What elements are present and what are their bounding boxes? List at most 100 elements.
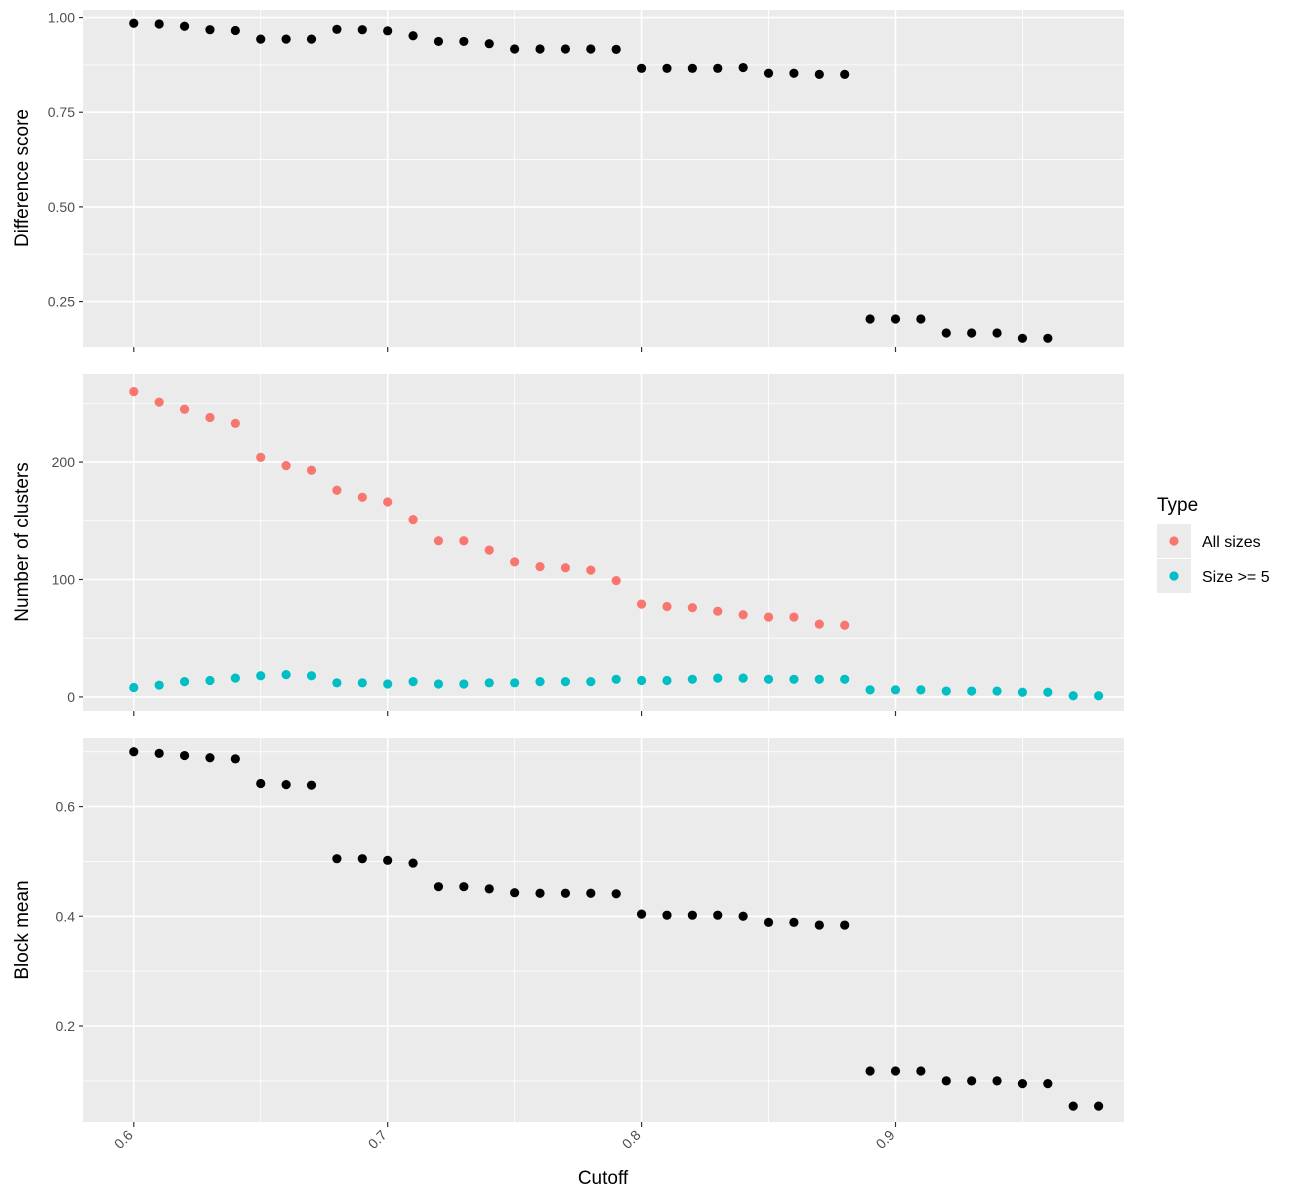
data-point xyxy=(611,44,621,54)
data-point xyxy=(763,674,774,684)
data-point xyxy=(560,677,571,687)
legend: Type All sizes Size >= 5 xyxy=(1157,495,1270,593)
data-point xyxy=(967,686,977,696)
data-point xyxy=(510,557,520,567)
data-point xyxy=(916,685,926,695)
data-point xyxy=(357,854,367,864)
data-point xyxy=(205,753,215,763)
data-point xyxy=(281,460,291,471)
data-point xyxy=(256,671,266,681)
data-point xyxy=(535,44,545,54)
data-point xyxy=(129,387,139,397)
data-point xyxy=(662,675,672,686)
data-point xyxy=(535,561,545,572)
data-point xyxy=(662,910,672,920)
data-point xyxy=(408,515,418,525)
x-tick-label: 0.9 xyxy=(873,1127,898,1152)
data-point xyxy=(840,674,850,684)
data-point xyxy=(662,601,672,612)
data-point xyxy=(230,418,240,428)
y-tick-label: 1.00 xyxy=(48,10,75,26)
data-point xyxy=(383,679,393,689)
data-point xyxy=(890,1066,901,1076)
data-point xyxy=(840,620,850,630)
data-point xyxy=(129,747,139,757)
data-point xyxy=(992,328,1002,338)
data-point xyxy=(408,858,418,868)
data-point xyxy=(687,674,697,684)
data-point xyxy=(713,63,723,73)
y-axis-title: Number of clusters xyxy=(12,462,33,621)
data-point xyxy=(1017,333,1028,343)
data-point xyxy=(687,603,697,613)
y-tick-label: 100 xyxy=(52,571,76,587)
y-tick-label: 0.25 xyxy=(48,294,75,310)
data-point xyxy=(230,754,240,764)
y-tick-label: 0.75 xyxy=(48,104,75,120)
data-point xyxy=(332,678,342,688)
data-point xyxy=(383,855,393,865)
data-point xyxy=(154,748,164,758)
data-point xyxy=(383,497,393,507)
data-point xyxy=(129,18,139,28)
data-point xyxy=(763,68,774,78)
data-point xyxy=(1068,1101,1078,1111)
data-point xyxy=(713,910,723,920)
data-point xyxy=(687,63,697,73)
data-point xyxy=(1017,1079,1028,1089)
data-point xyxy=(357,25,367,35)
data-point xyxy=(484,884,494,894)
data-point xyxy=(459,679,469,689)
data-point xyxy=(967,328,977,338)
data-point xyxy=(484,678,494,688)
y-tick-label: 0 xyxy=(67,689,75,705)
legend-label-all-sizes: All sizes xyxy=(1202,534,1261,551)
data-point xyxy=(484,39,494,49)
y-axis-title: Difference score xyxy=(12,109,33,247)
legend-title: Type xyxy=(1157,495,1198,516)
data-point xyxy=(890,685,901,695)
data-point xyxy=(1094,1101,1104,1111)
data-point xyxy=(763,612,774,622)
data-point xyxy=(611,889,621,899)
x-tick-label: 0.6 xyxy=(111,1127,136,1152)
x-tick-label: 0.7 xyxy=(365,1127,390,1152)
data-point xyxy=(535,888,545,898)
data-point xyxy=(1043,687,1053,697)
data-point xyxy=(941,686,951,696)
data-point xyxy=(1043,333,1053,343)
data-point xyxy=(281,34,291,44)
data-point xyxy=(636,675,647,686)
data-point xyxy=(357,492,367,502)
data-point xyxy=(789,68,799,78)
y-tick-label: 0.50 xyxy=(48,199,75,215)
data-point xyxy=(560,44,571,54)
data-point xyxy=(433,679,444,689)
data-point xyxy=(433,882,444,892)
data-point xyxy=(586,565,596,575)
data-point xyxy=(408,677,418,687)
data-point xyxy=(535,677,545,687)
legend-label-size-5: Size >= 5 xyxy=(1202,569,1270,586)
data-point xyxy=(179,677,190,687)
data-point xyxy=(865,314,875,324)
data-point xyxy=(1017,687,1028,697)
data-point xyxy=(510,44,520,54)
data-point xyxy=(484,545,494,555)
data-point xyxy=(459,536,469,546)
data-point xyxy=(814,674,824,684)
data-point xyxy=(738,673,748,683)
data-point xyxy=(306,780,317,790)
data-point xyxy=(789,612,799,622)
data-point xyxy=(1043,1079,1053,1089)
data-point xyxy=(357,678,367,688)
data-point xyxy=(408,31,418,41)
data-point xyxy=(636,599,647,609)
data-point xyxy=(890,314,901,324)
data-point xyxy=(560,888,571,898)
panel-top: 0.25 0.50 0.75 1.00 Difference score xyxy=(12,10,1124,352)
data-point xyxy=(967,1076,977,1086)
data-point xyxy=(154,19,164,29)
data-point xyxy=(256,34,266,44)
